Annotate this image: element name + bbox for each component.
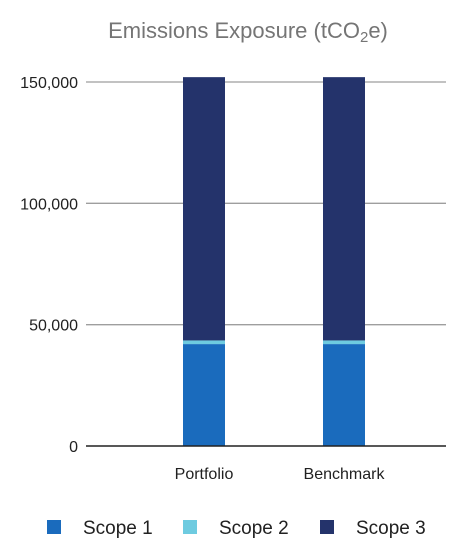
legend-label: Scope 3 xyxy=(356,518,426,539)
x-category-label: Portfolio xyxy=(175,466,234,483)
bars xyxy=(183,77,365,446)
y-tick-label: 50,000 xyxy=(29,318,78,335)
y-tick-label: 100,000 xyxy=(20,196,78,213)
legend-swatch xyxy=(47,520,61,534)
legend-label: Scope 2 xyxy=(219,518,289,539)
bar-portfolio-scope-2 xyxy=(183,340,225,345)
bar-portfolio-scope-1 xyxy=(183,344,225,446)
bar-benchmark-scope-1 xyxy=(323,344,365,446)
legend: Scope 1 Scope 2 Scope 3 xyxy=(47,518,426,539)
chart-title-main: Emissions Exposure (tCO xyxy=(108,18,360,43)
bar-benchmark-scope-3 xyxy=(323,77,365,341)
legend-swatch xyxy=(320,520,334,534)
legend-item-scope-2: Scope 2 xyxy=(183,518,289,539)
legend-item-scope-1: Scope 1 xyxy=(47,518,153,539)
bar-portfolio-scope-3 xyxy=(183,77,225,341)
legend-item-scope-3: Scope 3 xyxy=(320,518,426,539)
y-axis-ticks: 0 50,000 100,000 150,000 xyxy=(20,75,78,456)
legend-swatch xyxy=(183,520,197,534)
legend-label: Scope 1 xyxy=(83,518,153,539)
y-tick-label: 150,000 xyxy=(20,75,78,92)
y-tick-label: 0 xyxy=(69,439,78,456)
chart-title-suffix: e) xyxy=(368,18,388,43)
x-category-label: Benchmark xyxy=(304,466,386,483)
chart-title: Emissions Exposure (tCO2e) xyxy=(108,18,388,46)
chart-title-subscript: 2 xyxy=(360,29,368,46)
grid-lines xyxy=(86,81,446,326)
bar-benchmark-scope-2 xyxy=(323,340,365,345)
x-axis-categories: Portfolio Benchmark xyxy=(175,466,386,483)
